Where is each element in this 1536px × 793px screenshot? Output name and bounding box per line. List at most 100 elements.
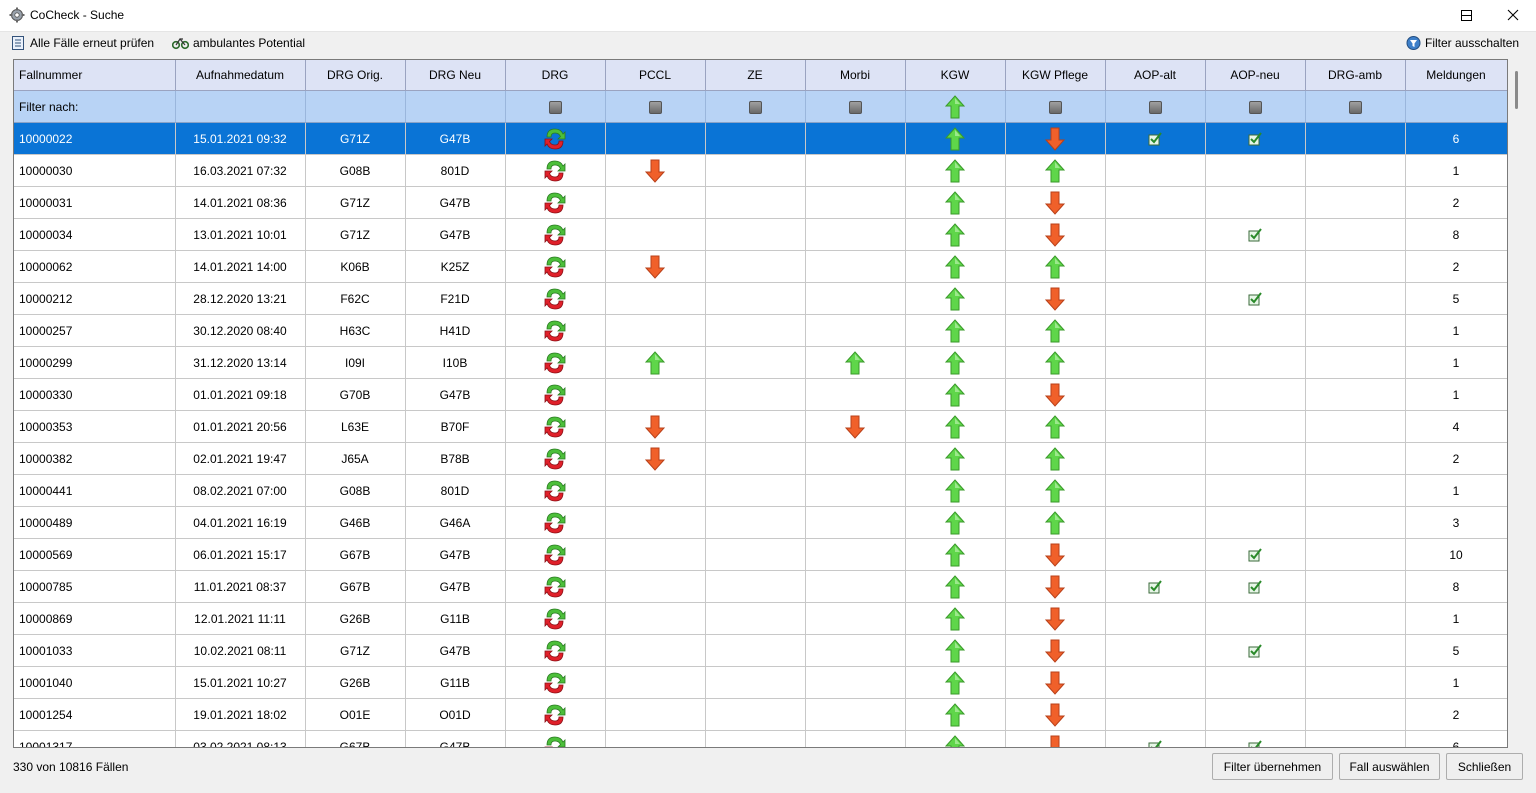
cell-fall: 10001033 [14, 634, 176, 667]
drg-change-icon [544, 512, 566, 533]
cell-drg-amb [1305, 506, 1406, 539]
filter-checkbox[interactable] [548, 100, 562, 114]
cell-drg [505, 698, 606, 731]
column-header-pccl[interactable]: PCCL [605, 60, 706, 91]
arrow-up-icon [945, 94, 965, 118]
cell-morbi [805, 378, 906, 411]
maximize-button-real[interactable] [1444, 0, 1490, 31]
select-case-button[interactable]: Fall auswählen [1339, 753, 1440, 780]
cell-pccl [605, 538, 706, 571]
table-row[interactable]: 10001254 19.01.2021 18:02 O01E O01D 2 [14, 698, 1507, 731]
table-row[interactable]: 10000257 30.12.2020 08:40 H63C H41D 1 [14, 314, 1507, 347]
arrow-up-icon [945, 574, 965, 598]
cell-ze [705, 570, 806, 603]
close-window-button[interactable] [1490, 0, 1536, 31]
table-row[interactable]: 10000785 11.01.2021 08:37 G67B G47B 8 [14, 570, 1507, 603]
table-row[interactable]: 10001033 10.02.2021 08:11 G71Z G47B 5 [14, 634, 1507, 667]
column-header-aufnahmedatum[interactable]: Aufnahmedatum [175, 60, 306, 91]
cell-aop-neu [1205, 346, 1306, 379]
column-header-aop-neu[interactable]: AOP-neu [1205, 60, 1306, 91]
filter-off-button[interactable]: Filter ausschalten [1406, 34, 1519, 52]
ambulant-potential-button[interactable]: ambulantes Potential [172, 34, 305, 52]
table-row[interactable]: 10000569 06.01.2021 15:17 G67B G47B 10 [14, 538, 1507, 571]
cell-datum: 06.01.2021 15:17 [175, 538, 306, 571]
minimize-button[interactable] [1444, 0, 1490, 31]
cell-kgw [905, 346, 1006, 379]
column-header-morbi[interactable]: Morbi [805, 60, 906, 91]
table-row[interactable]: 10000489 04.01.2021 16:19 G46B G46A 3 [14, 506, 1507, 539]
minimize-icon [1461, 15, 1471, 16]
table-row-selected[interactable]: 10000022 15.01.2021 09:32 G71Z G47B 6 [14, 122, 1507, 155]
column-header-drg-orig[interactable]: DRG Orig. [305, 60, 406, 91]
column-header-meldungen[interactable]: Meldungen [1405, 60, 1507, 91]
cell-aop-alt [1105, 474, 1206, 507]
table-row[interactable]: 10000034 13.01.2021 10:01 G71Z G47B 8 [14, 218, 1507, 251]
cell-drg [505, 218, 606, 251]
table-row[interactable]: 10000353 01.01.2021 20:56 L63E B70F 4 [14, 410, 1507, 443]
column-header-kgw-pflege[interactable]: KGW Pflege [1005, 60, 1106, 91]
drg-change-icon [544, 416, 566, 437]
table-row[interactable]: 10000382 02.01.2021 19:47 J65A B78B 2 [14, 442, 1507, 475]
table-row[interactable]: 10000441 08.02.2021 07:00 G08B 801D 1 [14, 474, 1507, 507]
scrollbar-thumb[interactable] [1515, 71, 1518, 109]
table-row[interactable]: 10001317 03.02.2021 08:13 G67B G47B 6 [14, 730, 1507, 747]
cell-morbi [805, 346, 906, 379]
cell-meld: 8 [1405, 570, 1507, 603]
apply-filter-button[interactable]: Filter übernehmen [1212, 753, 1333, 780]
table-row[interactable]: 10000030 16.03.2021 07:32 G08B 801D 1 [14, 154, 1507, 187]
cell-ze [705, 250, 806, 283]
column-header-aop-alt[interactable]: AOP-alt [1105, 60, 1206, 91]
cell-aop-alt [1105, 666, 1206, 699]
column-header-fallnummer[interactable]: Fallnummer [14, 60, 176, 91]
cell-aop-alt [1105, 602, 1206, 635]
filter-checkbox[interactable] [648, 100, 662, 114]
column-header-drg-amb[interactable]: DRG-amb [1305, 60, 1406, 91]
check-icon [1248, 547, 1262, 562]
drg-change-icon [544, 288, 566, 309]
filter-checkbox[interactable] [748, 100, 762, 114]
cell-fall: 10000062 [14, 250, 176, 283]
arrow-up-icon [945, 702, 965, 726]
table-row[interactable]: 10000299 31.12.2020 13:14 I09I I10B 1 [14, 346, 1507, 379]
filter-checkbox[interactable] [1248, 100, 1262, 114]
cell-aop-alt [1105, 218, 1206, 251]
filter-checkbox[interactable] [1148, 100, 1162, 114]
close-button[interactable]: Schließen [1446, 753, 1523, 780]
cell-orig: G08B [305, 474, 406, 507]
column-header-drg[interactable]: DRG [505, 60, 606, 91]
filter-checkbox[interactable] [1048, 100, 1062, 114]
cell-orig: K06B [305, 250, 406, 283]
cell-datum: 13.01.2021 10:01 [175, 218, 306, 251]
column-header-kgw[interactable]: KGW [905, 60, 1006, 91]
table-row[interactable]: 10000212 28.12.2020 13:21 F62C F21D 5 [14, 282, 1507, 315]
cell-neu: B78B [405, 442, 506, 475]
cell-aop-alt [1105, 250, 1206, 283]
table-row[interactable]: 10000869 12.01.2021 11:11 G26B G11B 1 [14, 602, 1507, 635]
cell-meld: 5 [1405, 282, 1507, 315]
cell-aop-alt [1105, 442, 1206, 475]
table-row[interactable]: 10001040 15.01.2021 10:27 G26B G11B 1 [14, 666, 1507, 699]
filter-checkbox[interactable] [848, 100, 862, 114]
column-header-drg-neu[interactable]: DRG Neu [405, 60, 506, 91]
table-row[interactable]: 10000031 14.01.2021 08:36 G71Z G47B 2 [14, 186, 1507, 219]
vertical-scrollbar[interactable] [1508, 59, 1526, 746]
recheck-all-label: Alle Fälle erneut prüfen [30, 36, 155, 50]
maximize-icon [1461, 10, 1472, 21]
cell-neu: 801D [405, 154, 506, 187]
cell-aop-alt [1105, 186, 1206, 219]
cell-morbi [805, 282, 906, 315]
cell-datum: 08.02.2021 07:00 [175, 474, 306, 507]
filter-cell-drg-orig [305, 90, 406, 123]
table-row[interactable]: 10000330 01.01.2021 09:18 G70B G47B 1 [14, 378, 1507, 411]
filter-checkbox[interactable] [1348, 100, 1362, 114]
cell-ze [705, 506, 806, 539]
recheck-all-button[interactable]: Alle Fälle erneut prüfen [11, 34, 154, 52]
cell-pccl [605, 666, 706, 699]
cell-kgw [905, 570, 1006, 603]
cell-ze [705, 474, 806, 507]
column-header-ze[interactable]: ZE [705, 60, 806, 91]
cell-orig: G26B [305, 666, 406, 699]
table-row[interactable]: 10000062 14.01.2021 14:00 K06B K25Z 2 [14, 250, 1507, 283]
cell-morbi [805, 250, 906, 283]
cell-meld: 6 [1405, 122, 1507, 155]
